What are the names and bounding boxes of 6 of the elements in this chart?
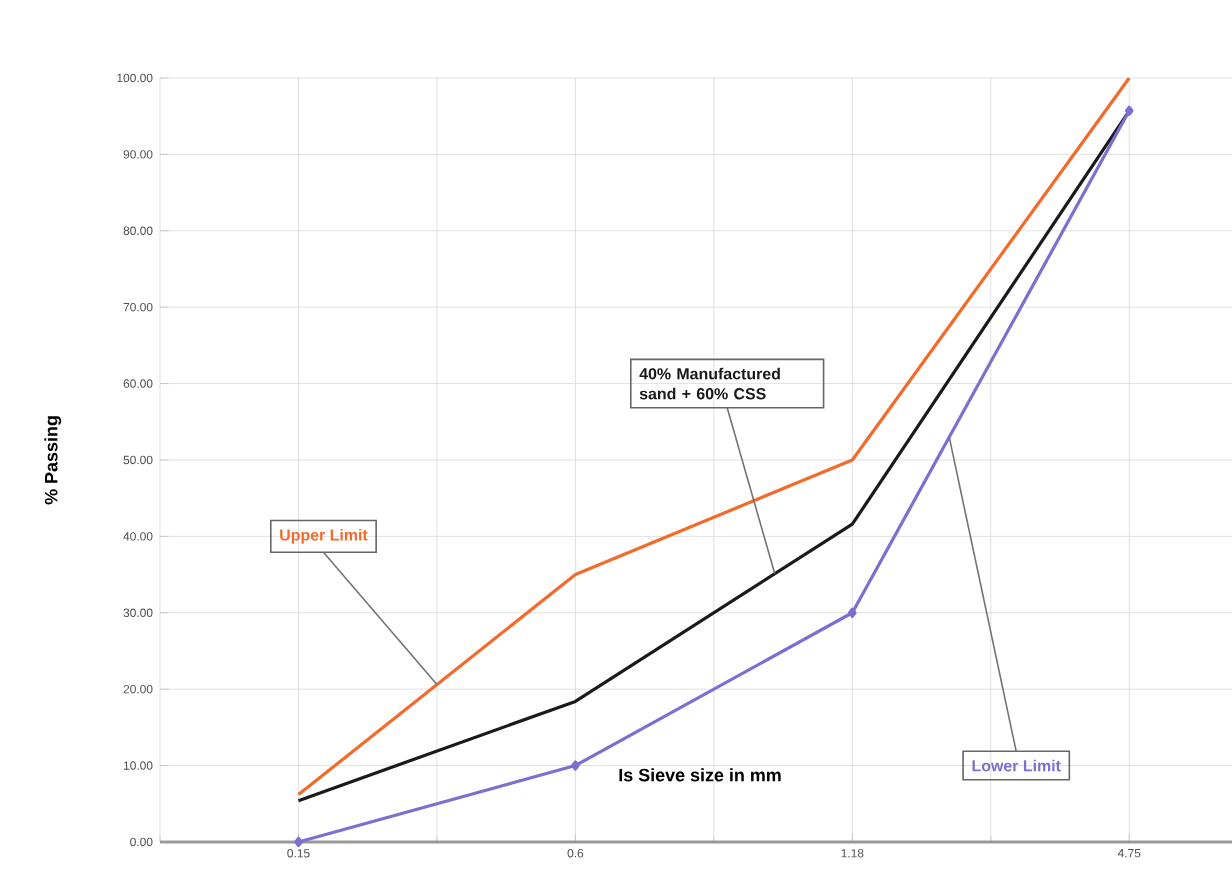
point	[571, 760, 580, 771]
point	[848, 607, 857, 618]
y-axis-title: % Passing	[44, 416, 62, 505]
point	[294, 836, 303, 848]
x-axis-title: Is Sieve size in mm	[619, 768, 781, 782]
point	[1124, 105, 1134, 117]
